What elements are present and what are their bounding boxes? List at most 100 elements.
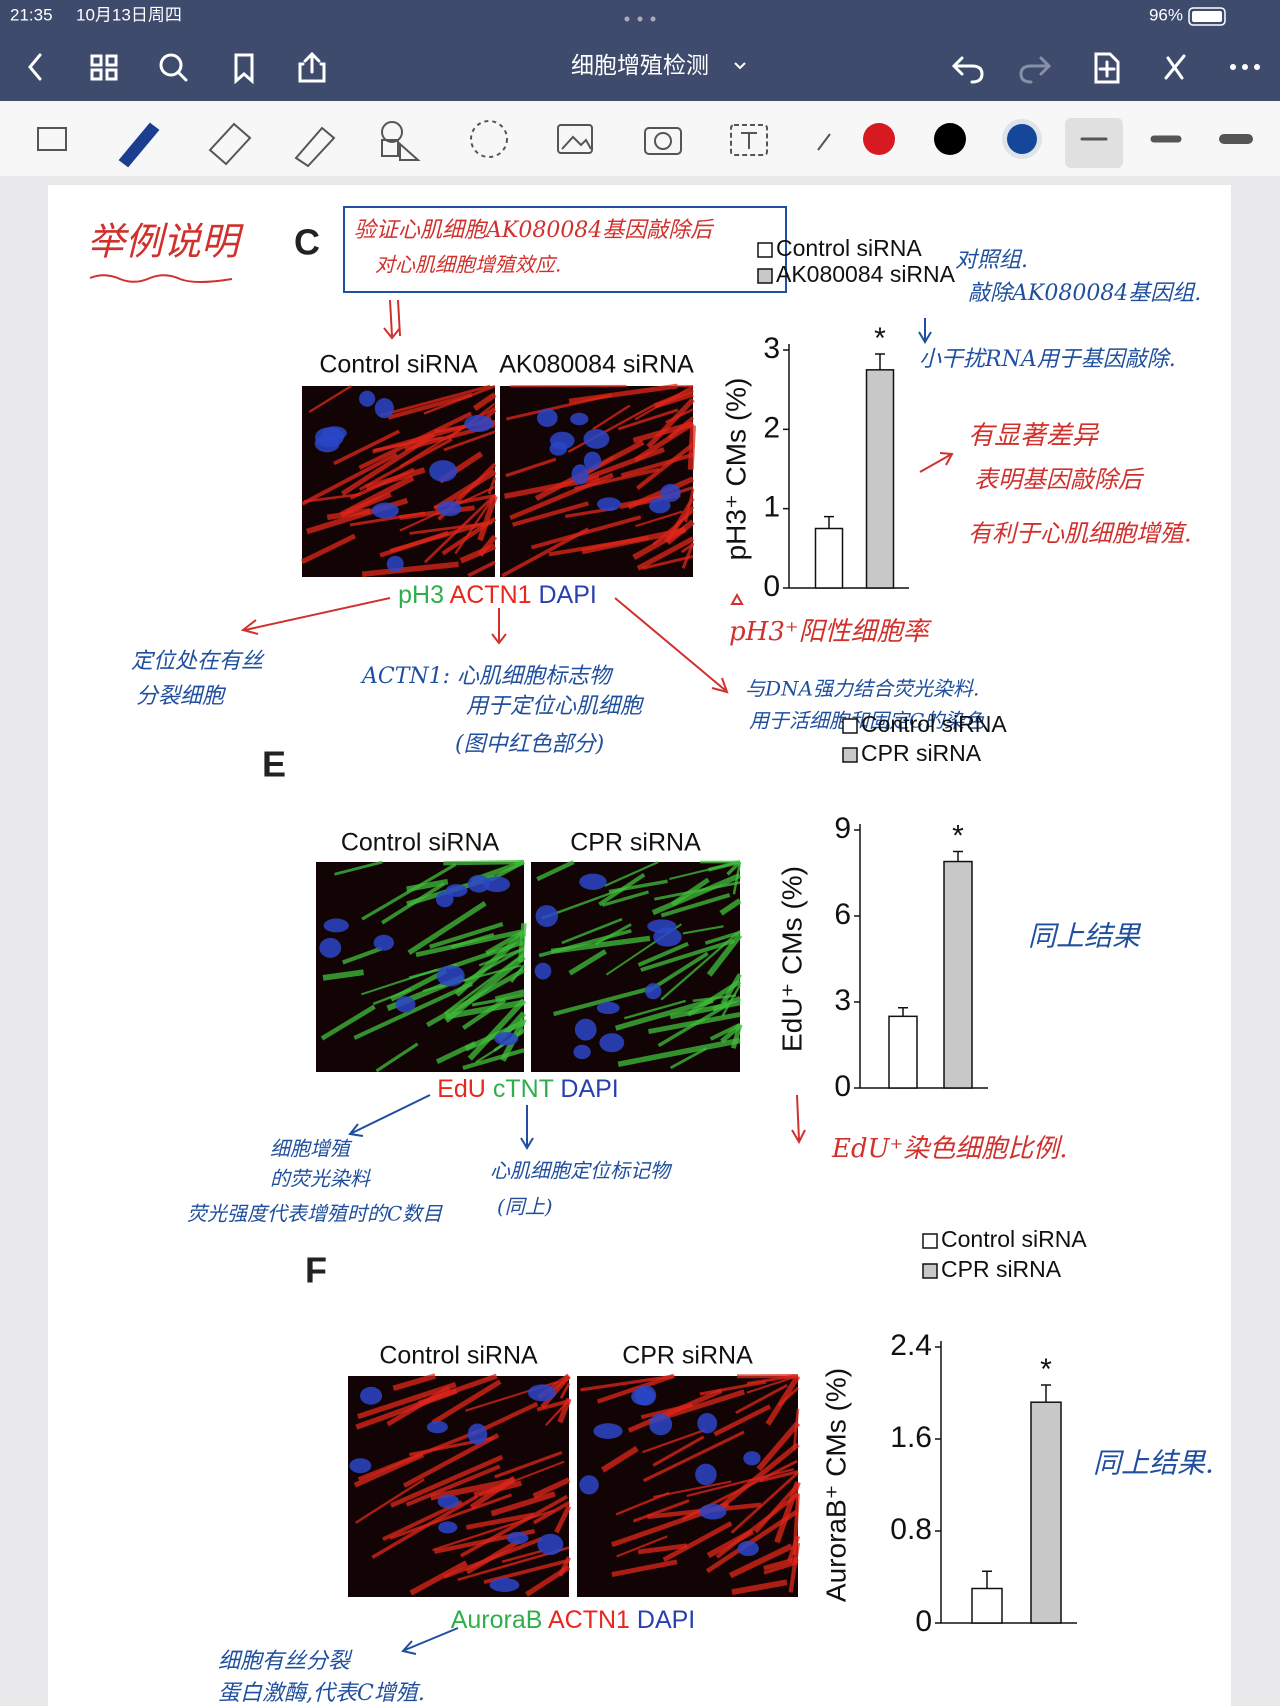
nucleus (537, 1533, 564, 1556)
red-arrows (240, 299, 954, 1145)
fiber (405, 1464, 501, 1507)
more-button[interactable] (1230, 64, 1260, 70)
handwritten-note: 表明基因敲除后 (974, 466, 1145, 494)
add-page-button[interactable] (1094, 52, 1120, 84)
nucleus (323, 918, 349, 933)
fiber (349, 511, 426, 527)
fiber (637, 941, 689, 967)
panel-letter: F (305, 1250, 327, 1291)
y-tick-label: 1.6 (890, 1421, 932, 1454)
fiber (759, 1470, 799, 1483)
document-title[interactable]: 细胞增殖检测 (571, 52, 709, 78)
fiber (342, 946, 383, 965)
back-button[interactable] (28, 53, 42, 81)
fiber (660, 892, 731, 918)
nucleus (435, 891, 454, 908)
stroke-selected[interactable] (1065, 118, 1123, 168)
share-button[interactable] (298, 51, 326, 83)
fiber (728, 1543, 794, 1579)
micrograph (577, 1373, 801, 1597)
fiber (357, 1381, 457, 1420)
legend-swatch (922, 1233, 938, 1249)
fiber (713, 1404, 772, 1437)
tool-eraser[interactable] (208, 122, 252, 166)
micrograph-bg (531, 862, 740, 1072)
fiber (512, 501, 590, 527)
nucleus (579, 873, 607, 890)
fiber (407, 901, 487, 955)
nucleus (438, 1521, 458, 1534)
nucleus (697, 1412, 718, 1434)
title-chevron[interactable] (734, 62, 746, 70)
stain-word: AuroraB (451, 1606, 548, 1634)
fiber (635, 442, 695, 491)
handwritten-note: 敲除AK080084基因组. (968, 281, 1201, 306)
nucleus (371, 502, 399, 519)
handwritten-note: 对心肌细胞增殖效应. (375, 253, 561, 277)
tool-zoom[interactable] (37, 127, 67, 151)
page-heading: 举例说明 (87, 220, 244, 264)
legend-label: CPR siRNA (861, 740, 982, 766)
color-red[interactable] (863, 123, 895, 155)
fiber (657, 1003, 729, 1048)
y-tick-label: 2.4 (890, 1329, 932, 1362)
error-bar (875, 353, 885, 370)
fiber (402, 1433, 500, 1488)
fiber (561, 917, 623, 945)
fiber (467, 560, 496, 578)
legend-swatch (757, 242, 773, 258)
fiber (501, 1549, 543, 1563)
bookmark-button[interactable] (234, 53, 254, 85)
nucleus (429, 460, 458, 482)
fiber (473, 1480, 522, 1498)
tool-pen[interactable] (118, 122, 160, 168)
nucleus (494, 1031, 519, 1046)
fiber (532, 1477, 571, 1499)
y-tick-label: 6 (834, 898, 851, 931)
fiber (633, 421, 695, 463)
fiber (792, 1408, 800, 1451)
fiber (756, 1421, 801, 1472)
nucleus (579, 1475, 599, 1495)
fiber (389, 1493, 513, 1540)
tool-text[interactable] (730, 124, 768, 156)
fiber (361, 863, 457, 921)
handwritten-note: 分裂细胞 (136, 684, 227, 709)
nucleus (464, 414, 494, 432)
tool-image[interactable] (557, 124, 593, 154)
tool-highlighter[interactable] (294, 126, 336, 168)
nucleus (359, 390, 376, 407)
fiber (681, 542, 695, 569)
legend-label: Control siRNA (776, 235, 922, 261)
fiber (381, 882, 445, 925)
search-button[interactable] (159, 53, 188, 82)
tool-camera[interactable] (644, 127, 682, 155)
nucleus (649, 497, 671, 514)
nucleus (596, 497, 621, 511)
color-black[interactable] (934, 123, 966, 155)
fiber (485, 929, 526, 956)
fiber (654, 391, 694, 409)
micrograph (348, 1373, 572, 1597)
tool-shapes[interactable] (381, 121, 421, 161)
close-tool-button[interactable] (1164, 54, 1186, 80)
nucleus (599, 1033, 625, 1053)
y-tick-label: 3 (763, 332, 780, 365)
tool-lasso[interactable] (470, 120, 508, 158)
legend-label: AK080084 siRNA (776, 261, 956, 287)
heading-underline (89, 274, 233, 283)
color-blue[interactable] (1007, 124, 1037, 154)
nucleus (574, 1018, 597, 1041)
undo-button[interactable] (951, 56, 984, 84)
nucleus (743, 1451, 761, 1466)
fiber (624, 999, 687, 1020)
battery-level: 96% (1149, 5, 1183, 24)
fiber (506, 393, 612, 421)
tool-laser[interactable] (817, 133, 831, 151)
redo-button[interactable] (1019, 56, 1052, 84)
fiber (339, 474, 415, 518)
grid-button[interactable] (90, 54, 118, 81)
error-bar (824, 515, 834, 529)
handwritten-note: 与DNA强力结合荧光染料. (745, 677, 979, 701)
bar (888, 1015, 918, 1089)
